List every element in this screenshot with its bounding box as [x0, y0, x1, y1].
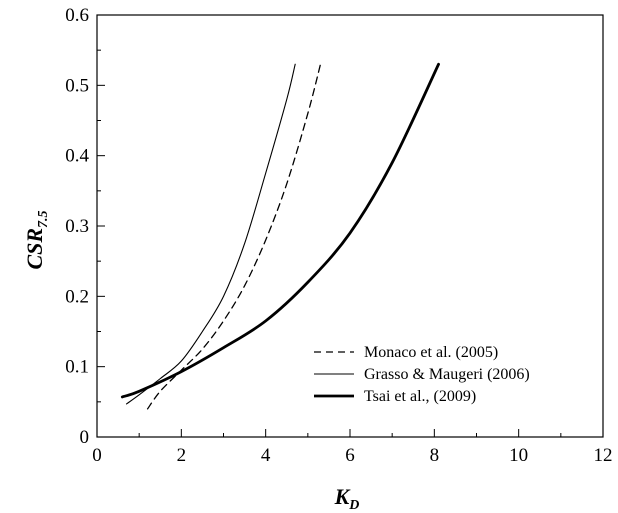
y-tick-label: 0.6 [65, 5, 89, 26]
x-axis-label-subscript: D [348, 498, 359, 513]
y-tick-label: 0.4 [65, 146, 89, 167]
y-tick-label: 0.3 [65, 216, 89, 237]
legend-label-3: Tsai et al., (2009) [364, 388, 476, 405]
series-layer [120, 62, 440, 410]
legend-label-1: Monaco et al. (2005) [364, 344, 498, 361]
y-axis-label: CSR7.5 [22, 210, 51, 269]
series-line-1 [146, 63, 322, 410]
x-tick-label: 10 [509, 445, 528, 466]
y-tick-label: 0.5 [65, 75, 89, 96]
legend: Monaco et al. (2005) Grasso & Maugeri (20… [314, 344, 530, 405]
x-tick-label: 2 [177, 445, 187, 466]
x-axis-label: KD [334, 484, 360, 513]
x-tick-label: 4 [261, 445, 271, 466]
ticks: 0 2 4 6 8 10 12 0 0.1 0.2 0.3 0.4 0.5 0.6 [65, 5, 612, 466]
x-tick-label: 0 [92, 445, 102, 466]
y-axis-label-subscript: 7.5 [36, 210, 51, 228]
y-tick-label: 0.2 [65, 286, 89, 307]
series-line-2 [125, 63, 296, 405]
y-tick-label: 0 [80, 427, 90, 448]
y-tick-label: 0.1 [65, 357, 89, 378]
x-tick-label: 6 [345, 445, 355, 466]
x-tick-label: 12 [594, 445, 613, 466]
x-tick-label: 8 [430, 445, 440, 466]
x-axis-label-main: K [334, 484, 351, 509]
y-axis-label-main: CSR [22, 228, 47, 270]
series-line-3 [120, 62, 440, 399]
legend-label-2: Grasso & Maugeri (2006) [364, 366, 530, 383]
